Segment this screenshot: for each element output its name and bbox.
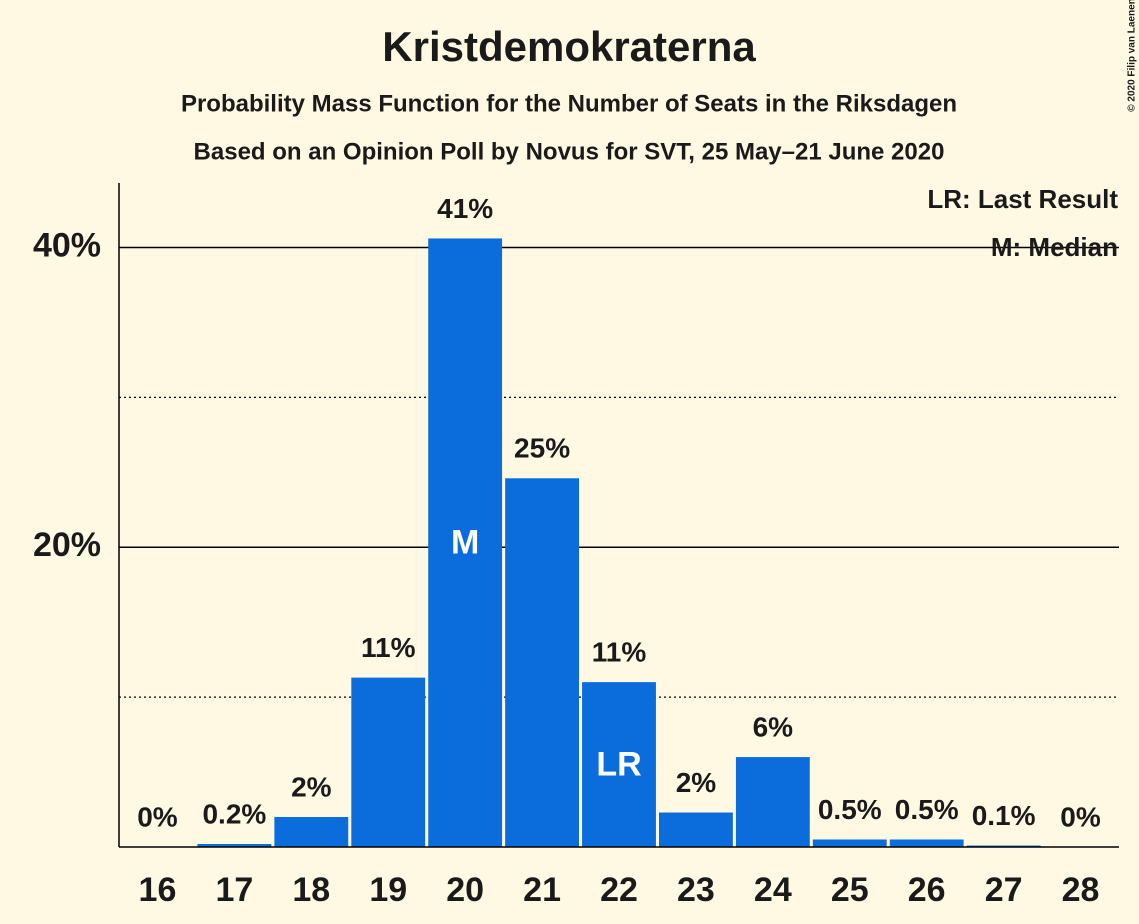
y-tick-label: 20% [33,526,101,564]
value-label: 0.1% [972,800,1036,831]
x-tick-label: 19 [369,871,407,909]
x-tick-label: 21 [523,871,561,909]
value-label: 0.2% [202,798,266,829]
chart-subtitle: Based on an Opinion Poll by Novus for SV… [194,138,945,165]
bar [428,238,503,847]
copyright: © 2020 Filip van Laenen [1127,0,1138,112]
x-tick-label: 28 [1062,871,1100,909]
bar [505,478,579,847]
bar [659,812,733,847]
x-tick-label: 26 [908,871,946,909]
x-tick-label: 17 [215,871,253,909]
x-tick-label: 22 [600,871,638,909]
value-label: 41% [437,193,493,224]
value-label: 2% [676,767,717,798]
value-label: 11% [361,632,416,663]
x-tick-label: 18 [292,871,330,909]
value-label: 25% [514,433,570,464]
x-tick-label: 24 [754,871,792,909]
value-label: 2% [291,771,332,802]
value-label: 0.5% [895,794,959,825]
bar [582,682,656,847]
x-tick-label: 20 [446,871,484,909]
value-label: 0.5% [818,794,882,825]
bar [812,839,887,847]
bar [351,677,426,847]
x-tick-label: 23 [677,871,715,909]
bar-label: M [451,524,479,562]
legend-entry: M: Median [991,232,1118,262]
x-tick-label: 27 [985,871,1023,909]
x-tick-label: 25 [831,871,869,909]
value-label: 0% [1060,801,1101,832]
bar-label: LR [596,746,641,784]
value-label: 0% [137,801,178,832]
chart-title: Kristdemokraterna [382,23,756,70]
bar [197,844,272,847]
bar [274,817,349,847]
value-label: 11% [592,637,647,668]
legend-entry: LR: Last Result [927,184,1118,214]
bar [735,757,810,847]
value-label: 6% [753,711,794,742]
bar [889,839,964,847]
x-tick-label: 16 [139,871,177,909]
y-tick-label: 40% [33,226,101,264]
chart-subtitle: Probability Mass Function for the Number… [181,90,957,117]
